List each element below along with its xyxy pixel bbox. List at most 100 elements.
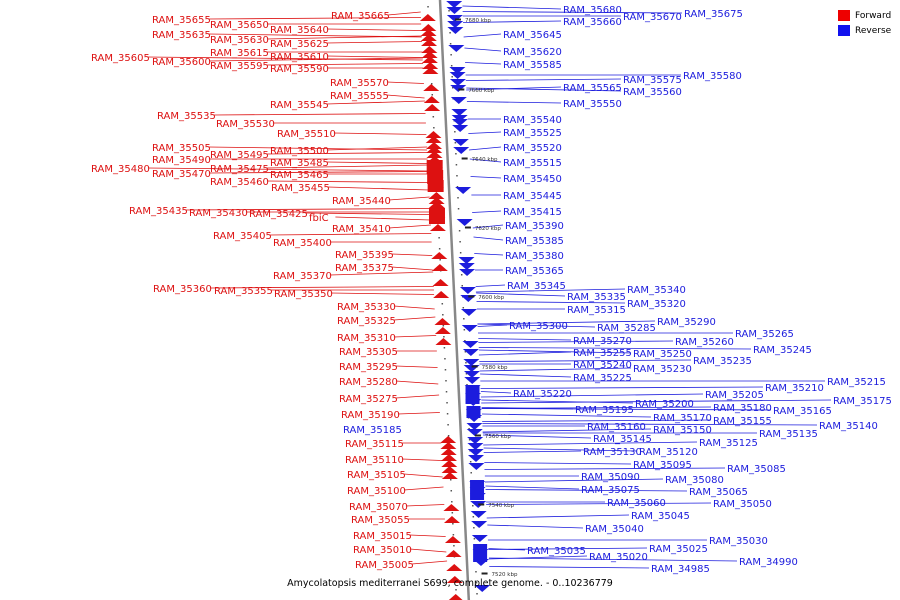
forward-gene-label[interactable]: RAM_35600 xyxy=(152,57,211,68)
reverse-gene-label[interactable]: RAM_35145 xyxy=(593,434,652,445)
reverse-gene-label[interactable]: RAM_35170 xyxy=(653,413,712,424)
forward-gene-label[interactable]: RAM_35405 xyxy=(213,231,272,242)
forward-gene-label[interactable]: RAM_35625 xyxy=(270,39,329,50)
forward-gene-label[interactable]: RAM_35430 xyxy=(189,208,248,219)
forward-gene-label[interactable]: RAM_35640 xyxy=(270,25,329,36)
reverse-gene-label[interactable]: RAM_35315 xyxy=(567,305,626,316)
reverse-gene-label[interactable]: RAM_35265 xyxy=(735,329,794,340)
reverse-gene-label[interactable]: RAM_35045 xyxy=(631,511,690,522)
reverse-gene-label[interactable]: RAM_34990 xyxy=(739,557,798,568)
forward-gene-label[interactable]: RAM_35630 xyxy=(210,35,269,46)
forward-gene-label[interactable]: RAM_35015 xyxy=(353,531,412,542)
reverse-gene-label[interactable]: RAM_35540 xyxy=(503,115,562,126)
reverse-gene-label[interactable]: RAM_35385 xyxy=(505,236,564,247)
reverse-gene-label[interactable]: RAM_35335 xyxy=(567,292,626,303)
reverse-gene-label[interactable]: RAM_35680 xyxy=(563,5,622,16)
reverse-gene-label[interactable]: RAM_35345 xyxy=(507,281,566,292)
forward-gene-label[interactable]: RAM_35505 xyxy=(152,143,211,154)
forward-gene-label[interactable]: RAM_35395 xyxy=(335,250,394,261)
forward-gene-label[interactable]: RAM_35055 xyxy=(351,515,410,526)
forward-gene-label[interactable]: RAM_35275 xyxy=(339,394,398,405)
reverse-gene-label[interactable]: RAM_35230 xyxy=(633,364,692,375)
forward-gene-label[interactable]: RAM_35350 xyxy=(274,289,333,300)
reverse-gene-label[interactable]: RAM_35035 xyxy=(527,546,586,557)
forward-gene-label[interactable]: RAM_35325 xyxy=(337,316,396,327)
forward-gene-label[interactable]: RAM_35480 xyxy=(91,164,150,175)
reverse-gene-label[interactable]: RAM_35080 xyxy=(665,475,724,486)
reverse-gene-label[interactable]: RAM_35670 xyxy=(623,12,682,23)
forward-gene-label[interactable]: RAM_35655 xyxy=(152,15,211,26)
forward-gene-label[interactable]: RAM_35100 xyxy=(347,486,406,497)
reverse-gene-label[interactable]: RAM_35135 xyxy=(759,429,818,440)
reverse-gene-label[interactable]: RAM_35550 xyxy=(563,99,622,110)
reverse-gene-label[interactable]: RAM_35220 xyxy=(513,389,572,400)
forward-gene-label[interactable]: RAM_35615 xyxy=(210,48,269,59)
forward-gene-label[interactable]: RAM_35005 xyxy=(355,560,414,571)
reverse-gene-label[interactable]: RAM_35645 xyxy=(503,30,562,41)
reverse-gene-label[interactable]: RAM_35225 xyxy=(573,373,632,384)
forward-gene-label[interactable]: RAM_35460 xyxy=(210,177,269,188)
reverse-gene-label[interactable]: RAM_35205 xyxy=(705,390,764,401)
forward-gene-label[interactable]: RAM_35465 xyxy=(270,170,329,181)
reverse-gene-label[interactable]: RAM_35620 xyxy=(503,47,562,58)
reverse-gene-label[interactable]: RAM_35130 xyxy=(583,447,642,458)
reverse-gene-label[interactable]: RAM_35290 xyxy=(657,317,716,328)
reverse-gene-label[interactable]: RAM_35340 xyxy=(627,285,686,296)
reverse-gene-label[interactable]: RAM_35415 xyxy=(503,207,562,218)
reverse-gene-label[interactable]: RAM_35140 xyxy=(819,421,878,432)
forward-gene-label[interactable]: RAM_35475 xyxy=(210,164,269,175)
reverse-gene-label[interactable]: RAM_35515 xyxy=(503,158,562,169)
forward-gene-label[interactable]: RAM_35650 xyxy=(210,20,269,31)
forward-gene-label[interactable]: RAM_35400 xyxy=(273,238,332,249)
forward-gene-label[interactable]: RAM_35190 xyxy=(341,410,400,421)
reverse-gene-label[interactable]: RAM_35200 xyxy=(635,399,694,410)
reverse-gene-label[interactable]: RAM_35030 xyxy=(709,536,768,547)
reverse-gene-label[interactable]: RAM_35040 xyxy=(585,524,644,535)
reverse-gene-label[interactable]: RAM_34985 xyxy=(651,564,710,575)
forward-gene-label[interactable]: RAM_35370 xyxy=(273,271,332,282)
forward-gene-label[interactable]: RAM_35510 xyxy=(277,129,336,140)
reverse-gene-label[interactable]: RAM_35525 xyxy=(503,128,562,139)
reverse-gene-label[interactable]: RAM_35090 xyxy=(581,472,640,483)
forward-gene-label[interactable]: RAM_35295 xyxy=(339,362,398,373)
reverse-gene-label[interactable]: RAM_35095 xyxy=(633,460,692,471)
reverse-gene-label[interactable]: RAM_35025 xyxy=(649,544,708,555)
reverse-gene-label[interactable]: RAM_35120 xyxy=(639,447,698,458)
reverse-gene-label[interactable]: RAM_35050 xyxy=(713,499,772,510)
forward-gene-label[interactable]: RAM_35595 xyxy=(210,61,269,72)
reverse-gene-label[interactable]: RAM_35195 xyxy=(575,405,634,416)
reverse-gene-label[interactable]: RAM_35160 xyxy=(587,422,646,433)
reverse-gene-label[interactable]: RAM_35560 xyxy=(623,87,682,98)
forward-gene-label[interactable]: RAM_35610 xyxy=(270,52,329,63)
forward-gene-label[interactable]: RAM_35375 xyxy=(335,263,394,274)
forward-gene-label[interactable]: RAM_35665 xyxy=(331,11,390,22)
reverse-gene-label[interactable]: RAM_35085 xyxy=(727,464,786,475)
reverse-gene-label[interactable]: RAM_35060 xyxy=(607,498,666,509)
forward-gene-label[interactable]: RAM_35115 xyxy=(345,439,404,450)
forward-gene-label[interactable]: RAM_35360 xyxy=(153,284,212,295)
forward-gene-label[interactable]: RAM_35535 xyxy=(157,111,216,122)
reverse-gene-label[interactable]: RAM_35565 xyxy=(563,83,622,94)
reverse-gene-label[interactable]: RAM_35155 xyxy=(713,416,772,427)
reverse-gene-label[interactable]: RAM_35210 xyxy=(765,383,824,394)
reverse-gene-label[interactable]: RAM_35260 xyxy=(675,337,734,348)
reverse-gene-label[interactable]: RAM_35320 xyxy=(627,299,686,310)
reverse-gene-label[interactable]: RAM_35365 xyxy=(505,266,564,277)
reverse-gene-label[interactable]: RAM_35245 xyxy=(753,345,812,356)
forward-gene-label[interactable]: RAM_35555 xyxy=(330,91,389,102)
reverse-gene-label[interactable]: RAM_35585 xyxy=(503,60,562,71)
forward-gene-label[interactable]: RAM_35440 xyxy=(332,196,391,207)
forward-gene-label[interactable]: RAM_35530 xyxy=(216,119,275,130)
reverse-gene-label[interactable]: RAM_35235 xyxy=(693,356,752,367)
forward-gene-label[interactable]: RAM_35435 xyxy=(129,206,188,217)
reverse-gene-label[interactable]: RAM_35285 xyxy=(597,323,656,334)
reverse-gene-label[interactable]: RAM_35445 xyxy=(503,191,562,202)
reverse-gene-label[interactable]: RAM_35675 xyxy=(684,9,743,20)
reverse-gene-label[interactable]: RAM_35215 xyxy=(827,377,886,388)
forward-gene-label[interactable]: RAM_35010 xyxy=(353,545,412,556)
forward-gene-label[interactable]: RAM_35485 xyxy=(270,158,329,169)
forward-gene-label[interactable]: RAM_35355 xyxy=(214,286,273,297)
forward-gene-label[interactable]: RAM_35310 xyxy=(337,333,396,344)
reverse-gene-label[interactable]: RAM_35300 xyxy=(509,321,568,332)
forward-gene-label[interactable]: RAM_35495 xyxy=(210,150,269,161)
